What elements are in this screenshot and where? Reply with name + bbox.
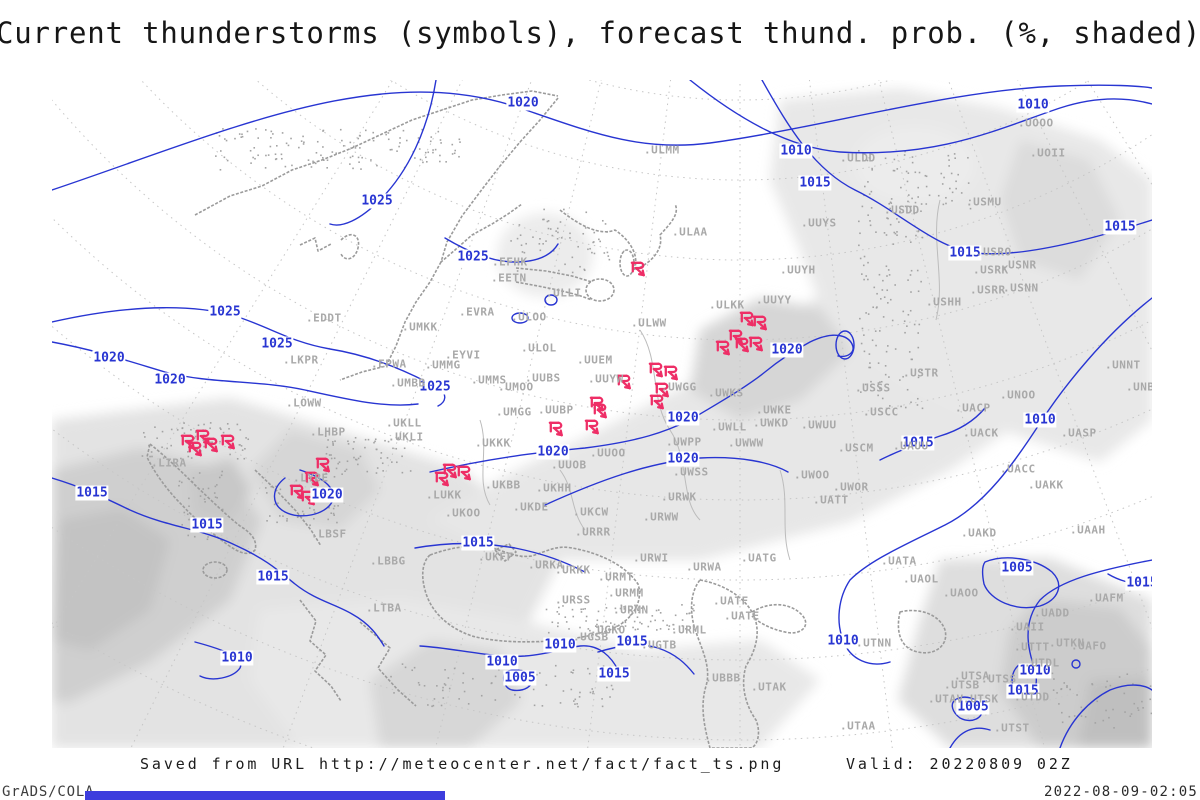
coastlines xyxy=(146,90,947,748)
thunderstorm-icon xyxy=(584,419,599,435)
creation-timestamp-text: 2022-08-09-02:05 xyxy=(1043,784,1198,800)
rivers xyxy=(479,199,941,561)
thunderstorm-icon xyxy=(648,362,663,378)
valid-time-text: Valid: 20220809 02Z xyxy=(846,755,1073,773)
probability-shading xyxy=(52,88,1152,748)
thunderstorm-icon xyxy=(630,261,645,277)
thunderstorm-icon xyxy=(616,374,631,390)
map-title: Current thunderstorms (symbols), forecas… xyxy=(0,16,1200,50)
saved-url-text: Saved from URL http://meteocenter.net/fa… xyxy=(140,755,785,773)
thunderstorm-icon xyxy=(663,365,678,381)
thunderstorm-icon xyxy=(548,421,563,437)
bottom-blue-bar xyxy=(85,791,445,800)
grads-credit-text: GrADS/COLA xyxy=(2,784,95,800)
